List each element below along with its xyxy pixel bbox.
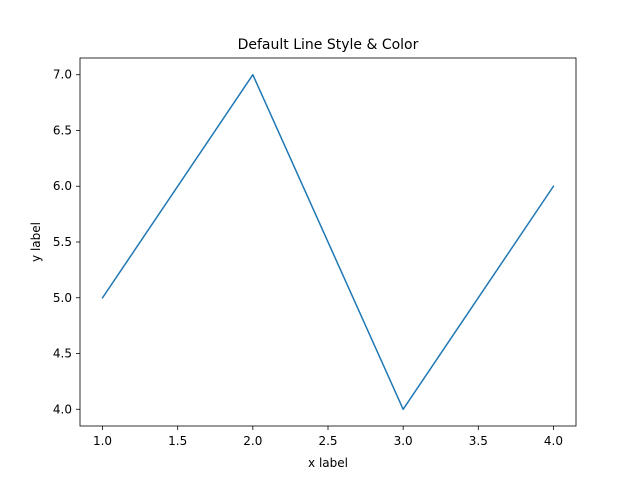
- y-tick-label: 6.0: [53, 179, 72, 193]
- plot-area: 1.0 1.5 2.0 2.5 3.0 3.5 4.0 4.0 4.5 5.0 5.5 6.0 6.5 7…: [53, 57, 577, 448]
- x-tick-label: 2.0: [243, 434, 262, 448]
- x-axis-label: x label: [308, 456, 348, 470]
- y-tick-label: 5.0: [53, 291, 72, 305]
- x-tick-label: 1.5: [168, 434, 187, 448]
- x-tick-label: 3.5: [469, 434, 488, 448]
- x-tick-label: 1.0: [93, 434, 112, 448]
- y-tick-label: 5.5: [53, 235, 72, 249]
- series-line-0: [101, 73, 555, 411]
- y-tick-label: 7.0: [53, 68, 72, 82]
- x-tick-label: 3.0: [394, 434, 413, 448]
- y-tick-label: 4.5: [53, 347, 72, 361]
- y-axis-label: y label: [29, 222, 43, 262]
- chart-title: Default Line Style & Color: [238, 37, 419, 53]
- x-tick-label: 4.0: [544, 434, 563, 448]
- y-tick-label: 6.5: [53, 123, 72, 137]
- x-tick-label: 2.5: [318, 434, 337, 448]
- y-tick-label: 4.0: [53, 402, 72, 416]
